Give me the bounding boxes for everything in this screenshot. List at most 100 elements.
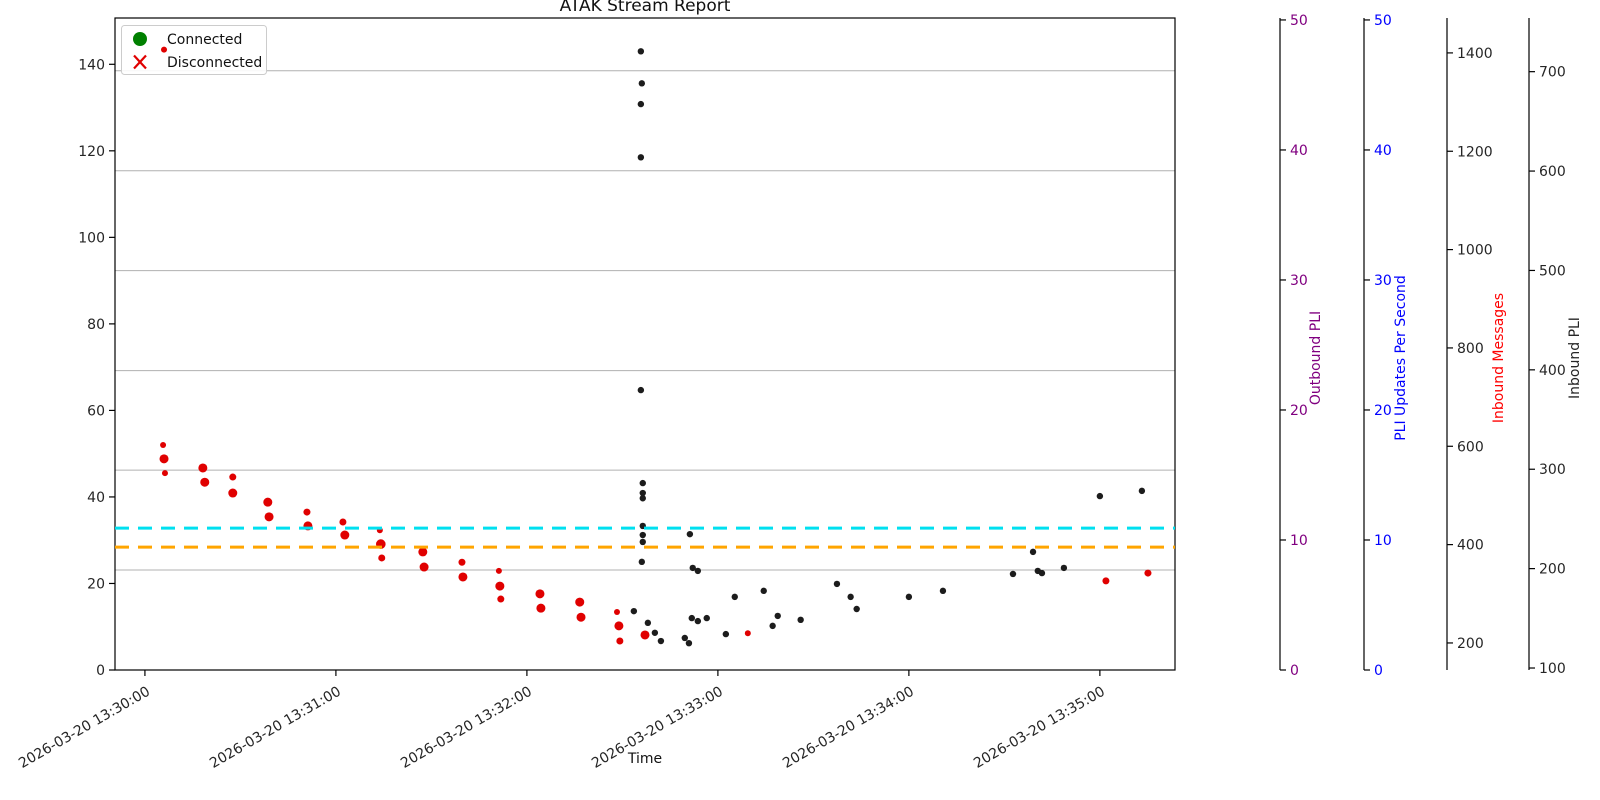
right-axis-tick-label: 20 [1374, 403, 1392, 419]
right-axis-tick-label: 30 [1374, 273, 1392, 289]
black-data-point [939, 587, 947, 595]
legend-item-disconnected: Disconnected [167, 55, 262, 71]
black-data-point [774, 612, 781, 620]
legend-item-connected: Connected [167, 32, 242, 48]
red-data-point [160, 442, 167, 449]
y-tick-label: 20 [87, 576, 105, 592]
right-axis-title: Outbound PLI [1308, 311, 1324, 405]
red-data-point [495, 567, 502, 574]
red-data-point [340, 530, 350, 540]
black-data-point [847, 593, 854, 601]
right-axis-tick-label: 500 [1539, 263, 1566, 279]
right-axis-tick-label: 30 [1290, 273, 1308, 289]
red-data-point [576, 612, 586, 622]
legend-x-icon [133, 54, 147, 70]
black-data-point [681, 634, 688, 642]
red-data-point [198, 463, 208, 473]
red-data-point [1102, 577, 1110, 585]
legend-box [121, 25, 267, 75]
red-data-point [159, 454, 169, 464]
right-axis-tick-label: 50 [1290, 13, 1308, 29]
red-data-point [303, 508, 311, 516]
black-data-point [644, 619, 652, 627]
black-data-point [638, 80, 646, 87]
right-axis-tick-label: 20 [1290, 403, 1308, 419]
black-data-point [651, 629, 659, 636]
red-data-point [575, 597, 585, 607]
black-data-point [686, 530, 694, 538]
y-tick-label: 120 [78, 144, 105, 160]
black-data-point [685, 639, 693, 647]
black-data-point [905, 593, 913, 601]
right-axis-tick-label: 10 [1374, 533, 1392, 549]
right-axis-tick-label: 1400 [1457, 46, 1493, 62]
black-data-point [689, 564, 696, 572]
red-data-point [264, 512, 274, 522]
right-axis-tick-label: 50 [1374, 13, 1392, 29]
y-tick-label: 80 [87, 317, 105, 333]
black-data-point [1009, 570, 1017, 578]
black-data-point [637, 154, 645, 161]
red-data-point [1144, 569, 1152, 577]
black-data-point [639, 479, 646, 487]
legend-connected-marker-icon [133, 32, 147, 46]
red-data-point [613, 609, 620, 616]
black-data-point [1060, 564, 1068, 572]
right-axis-tick-label: 600 [1457, 439, 1484, 455]
right-axis-tick-label: 200 [1539, 562, 1566, 578]
right-axis-tick-label: 10 [1290, 533, 1308, 549]
right-axis-tick-label: 0 [1290, 663, 1299, 679]
black-data-point [637, 100, 645, 108]
right-axis-tick-label: 400 [1539, 363, 1566, 379]
black-data-point [638, 558, 646, 566]
black-data-point [703, 614, 710, 622]
red-data-point [458, 572, 468, 582]
red-data-point [161, 46, 168, 53]
right-axis-title: Inbound PLI [1567, 317, 1583, 399]
black-data-point [1038, 569, 1046, 577]
right-axis-tick-label: 300 [1539, 462, 1566, 478]
red-data-point [229, 473, 237, 481]
black-data-point [639, 538, 646, 546]
right-axis-tick-label: 700 [1539, 65, 1566, 81]
black-data-point [688, 614, 695, 622]
red-data-point [378, 554, 386, 562]
red-data-point [536, 603, 546, 613]
right-axis-tick-label: 800 [1457, 341, 1484, 357]
black-data-point [797, 616, 804, 624]
red-data-point [419, 562, 429, 572]
chart-title: ATAK Stream Report [559, 0, 731, 16]
red-data-point [614, 621, 624, 631]
red-data-point [418, 547, 428, 557]
red-data-point [228, 488, 238, 498]
black-data-point [853, 605, 860, 613]
red-data-point [744, 630, 751, 637]
y-tick-label: 60 [87, 403, 105, 419]
red-data-point [200, 477, 210, 487]
red-data-point [161, 470, 168, 477]
right-axis-tick-label: 40 [1374, 143, 1392, 159]
x-axis-label: Time [627, 751, 663, 767]
red-data-point [458, 558, 466, 566]
black-data-point [637, 48, 645, 55]
black-data-point [639, 489, 646, 497]
right-axis-title: PLI Updates Per Second [1393, 275, 1409, 441]
black-data-point [760, 587, 767, 595]
right-axis-tick-label: 600 [1539, 164, 1566, 180]
right-axis-tick-label: 200 [1457, 636, 1484, 652]
black-data-point [694, 617, 702, 625]
red-data-point [339, 518, 347, 526]
black-data-point [694, 567, 702, 575]
y-tick-label: 40 [87, 490, 105, 506]
red-data-point [495, 581, 505, 591]
black-data-point [639, 495, 646, 502]
black-data-point [1138, 487, 1146, 495]
right-axis-title: Inbound Messages [1491, 293, 1507, 423]
black-data-point [639, 531, 646, 539]
red-data-point [535, 589, 545, 599]
black-data-point [833, 580, 841, 588]
black-data-point [637, 386, 645, 394]
right-axis-tick-label: 1200 [1457, 144, 1493, 160]
